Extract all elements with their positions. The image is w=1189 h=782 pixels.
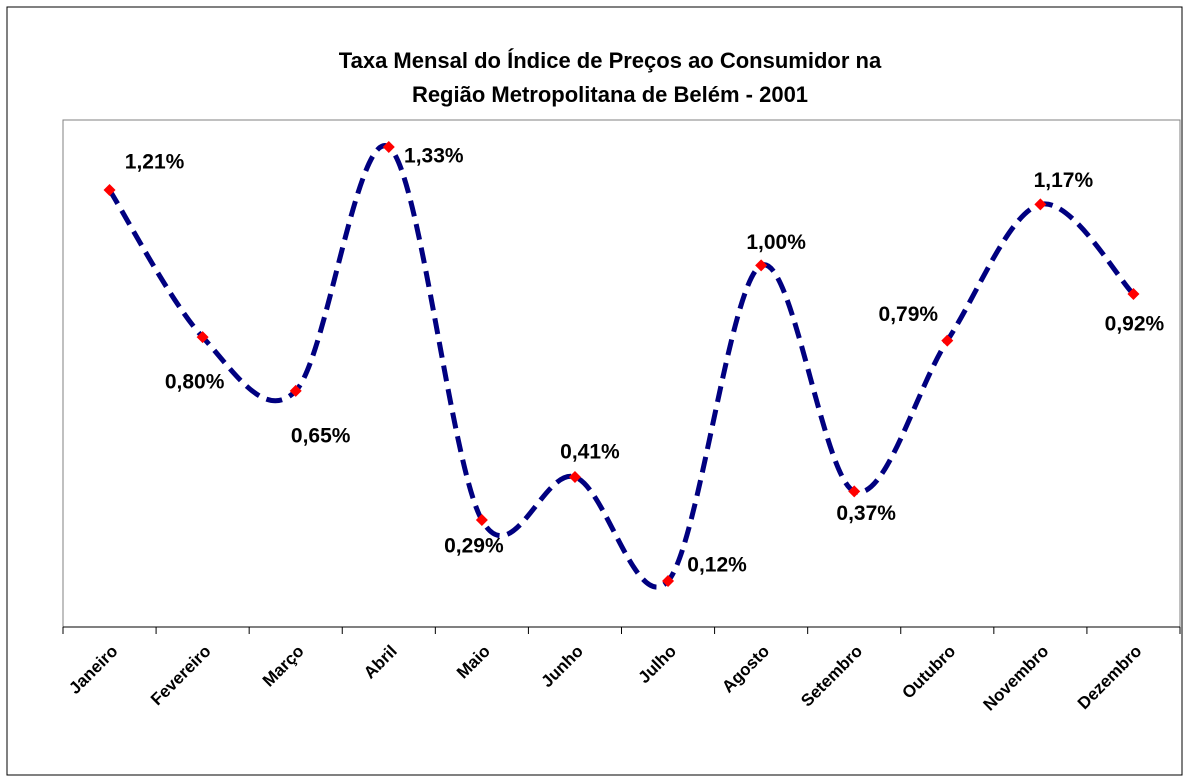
data-label: 1,17% [1034,169,1094,192]
data-label: 1,21% [125,151,185,174]
data-label: 0,41% [560,441,620,464]
marker [848,485,861,498]
marker [289,384,302,397]
data-label: 0,65% [291,424,351,447]
marker [568,470,581,483]
data-label: 0,80% [165,371,225,394]
chart-title: Região Metropolitana de Belém - 2001 [412,82,808,107]
marker [103,184,116,197]
marker [196,331,209,344]
marker [1127,288,1140,301]
marker [382,141,395,153]
data-label: 0,92% [1105,313,1165,336]
data-label: 1,33% [404,145,464,168]
data-label: 0,29% [444,535,504,558]
data-label: 0,37% [836,502,896,525]
marker [941,334,954,347]
marker [755,259,768,272]
line [107,143,1136,590]
chart-title: Taxa Mensal do Índice de Preços ao Consu… [339,48,882,73]
marker [662,575,675,587]
marker [475,514,488,527]
marker [1034,198,1047,211]
data-label: 0,79% [879,303,939,326]
data-label: 1,00% [746,231,806,254]
data-label: 0,12% [687,554,747,577]
